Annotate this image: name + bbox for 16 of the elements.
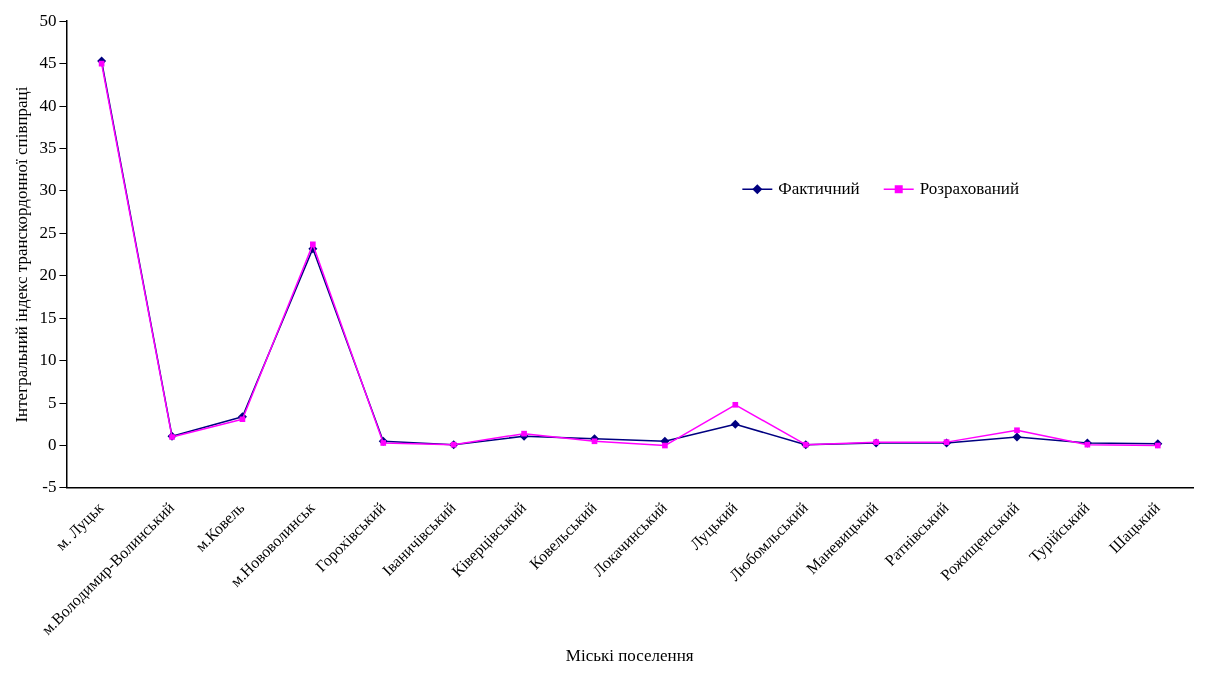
y-tick-label: 45: [39, 53, 57, 73]
y-tick-label: 35: [39, 137, 57, 157]
y-axis-title: Інтегральний індекс транскордонної співпраці: [11, 86, 31, 423]
y-tick-label: 50: [39, 10, 57, 30]
y-tick-label: 15: [39, 307, 57, 327]
legend-label: Фактичний: [778, 178, 860, 198]
y-tick-label: 10: [39, 350, 57, 370]
x-axis-title: Міські поселення: [565, 646, 694, 666]
y-tick-label: 40: [39, 95, 57, 115]
y-tick-label: -5: [42, 477, 57, 497]
legend-label: Розрахований: [919, 178, 1020, 198]
y-tick-label: 30: [39, 180, 57, 200]
y-tick-label: 25: [39, 222, 57, 242]
y-tick-label: 5: [47, 392, 57, 412]
y-tick-label: 20: [39, 265, 57, 285]
y-tick-label: 0: [47, 435, 57, 454]
